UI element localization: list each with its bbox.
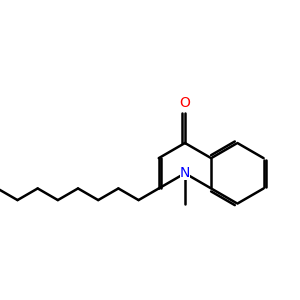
Text: O: O <box>179 96 191 110</box>
Text: N: N <box>180 166 190 180</box>
